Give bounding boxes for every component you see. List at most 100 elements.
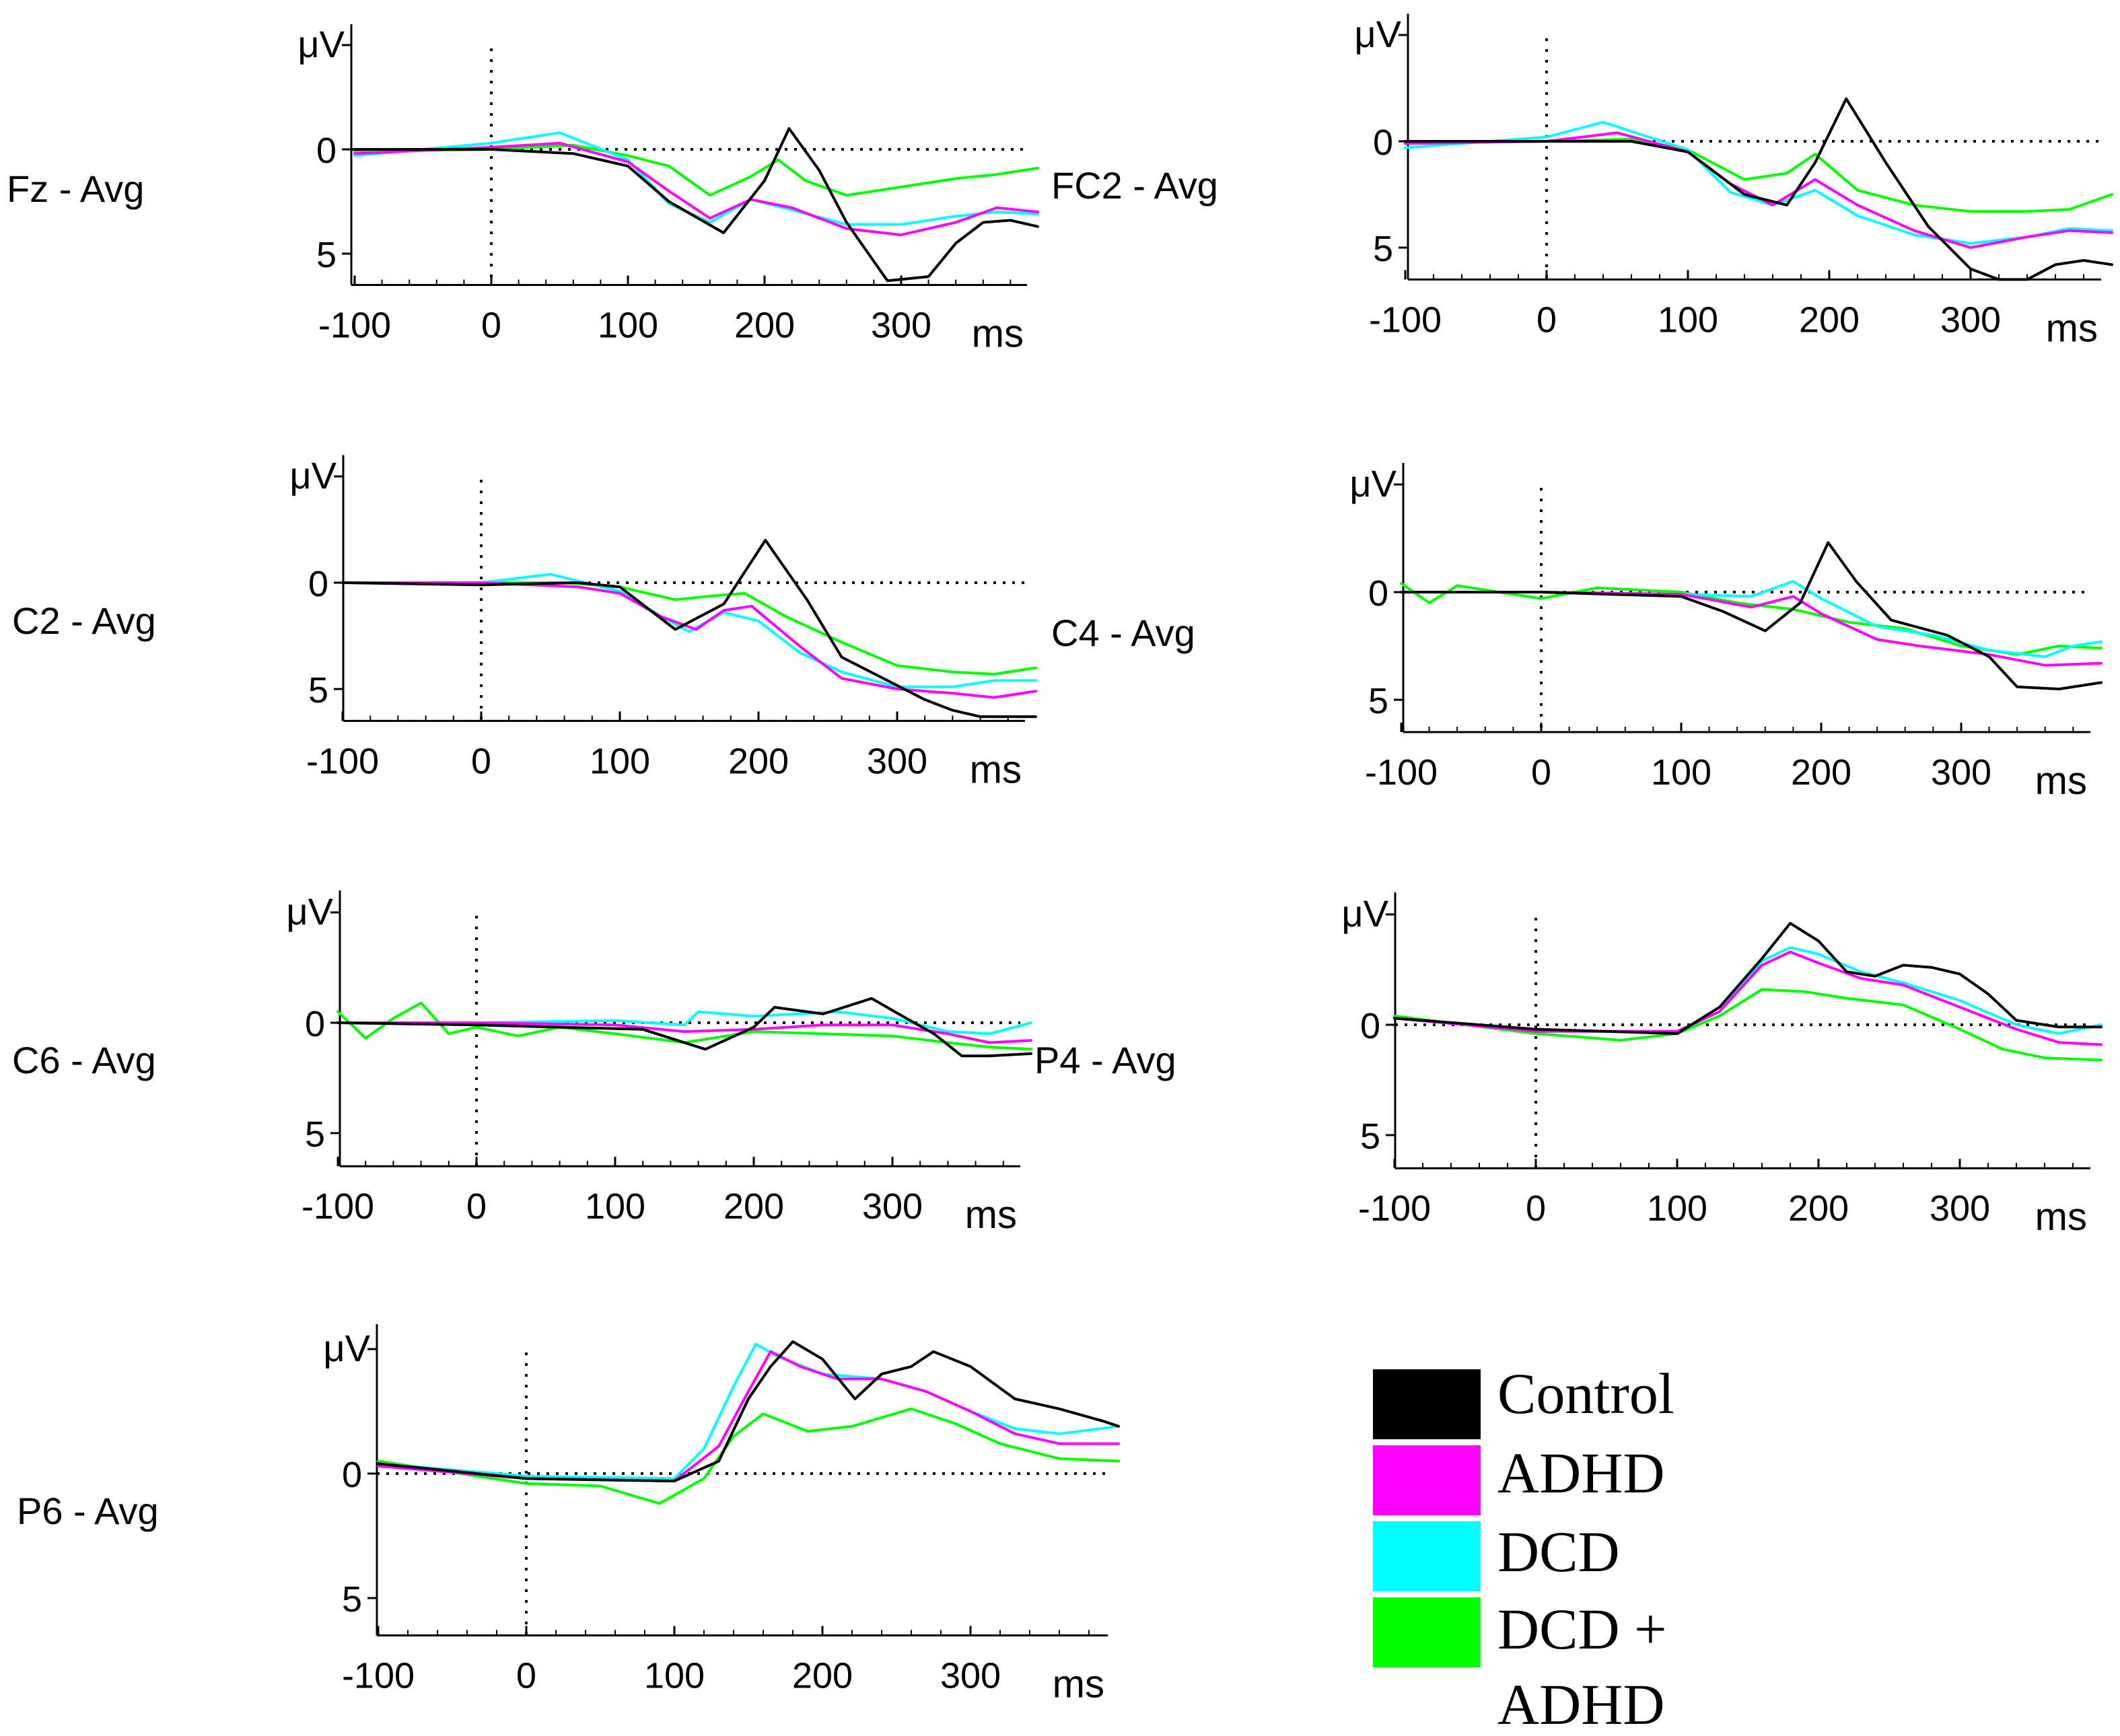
- erp-panels: Fz - Avg μV 0 5 -100 0 100 200 300 ms FC2 - Avg μV 0…: [7, 13, 2113, 1706]
- c6-series-control: [337, 997, 1032, 1058]
- c2-x-tick-label: 200: [728, 741, 789, 781]
- fc2-series-control: [1404, 97, 2113, 281]
- legend-swatch-dcd-adhd: [1373, 1597, 1481, 1667]
- panel-c4: C4 - Avg μV 0 5 -100 0 100 200 300 ms: [1051, 462, 2103, 803]
- c4-y-axis-label: μV: [1349, 462, 1397, 505]
- panel-fc2: FC2 - Avg μV 0 5 -100 0 100 200 300 ms: [1051, 13, 2113, 350]
- fz-x-tick-label: 0: [481, 305, 501, 346]
- c4-x-tick-label: 0: [1531, 752, 1551, 793]
- c2-y-tick-label: 0: [308, 564, 328, 604]
- p6-x-axis-label: ms: [1053, 1663, 1104, 1706]
- panel-p4: P4 - Avg μV 0 5 -100 0 100 200 300 ms: [1034, 892, 2103, 1239]
- c6-series-dcd-adhd: [337, 1001, 1032, 1051]
- c4-series-control: [1400, 541, 2103, 690]
- legend-swatch-control: [1373, 1369, 1481, 1439]
- c4-x-tick-label: 300: [1931, 752, 1991, 793]
- p4-y-axis-label: μV: [1341, 892, 1388, 935]
- c4-x-tick-label: 100: [1651, 752, 1711, 793]
- fz-series-control: [353, 127, 1039, 283]
- fc2-x-tick-label: -100: [1369, 299, 1442, 340]
- c2-x-tick-label: 300: [867, 741, 927, 781]
- c6-series-dcd: [337, 1010, 1032, 1036]
- c6-panel-title: C6 - Avg: [12, 1039, 156, 1081]
- p6-x-tick-label: -100: [342, 1656, 415, 1696]
- c6-y-tick-label: 0: [305, 1004, 325, 1044]
- p4-x-tick-label: 200: [1788, 1188, 1849, 1229]
- p6-series-dcd-adhd: [377, 1407, 1120, 1505]
- fc2-y-tick-label: 0: [1373, 122, 1393, 163]
- c6-x-tick-label: 300: [862, 1186, 923, 1227]
- fz-x-tick-label: 300: [871, 305, 931, 346]
- fz-x-axis-label: ms: [972, 312, 1024, 356]
- p6-series-dcd: [377, 1342, 1120, 1480]
- fc2-panel-title: FC2 - Avg: [1051, 164, 1218, 207]
- c6-y-axis-label: μV: [286, 890, 333, 933]
- p4-x-axis-label: ms: [2035, 1195, 2087, 1239]
- p6-x-tick-label: 0: [516, 1656, 536, 1696]
- c2-x-axis-label: ms: [970, 748, 1022, 791]
- fc2-series-adhd: [1404, 131, 2113, 249]
- fz-y-tick-label: 5: [316, 235, 337, 275]
- legend-label-adhd: ADHD: [1497, 1441, 1664, 1505]
- c6-x-tick-label: 200: [723, 1186, 784, 1227]
- legend-swatch-dcd: [1373, 1521, 1481, 1591]
- fc2-x-tick-label: 100: [1658, 299, 1718, 340]
- panel-p6: P6 - Avg μV 0 5 -100 0 100 200 300 ms: [17, 1324, 1120, 1706]
- p4-x-tick-label: 0: [1526, 1188, 1546, 1229]
- p4-y-tick-label: 5: [1360, 1116, 1380, 1157]
- p6-x-tick-label: 200: [792, 1656, 853, 1696]
- c2-series-dcd-adhd: [341, 581, 1037, 676]
- c2-series-control: [341, 538, 1037, 719]
- fz-series-adhd: [353, 141, 1039, 237]
- c2-y-axis-label: μV: [289, 454, 337, 497]
- fz-x-tick-label: -100: [318, 305, 391, 346]
- fz-y-axis-label: μV: [297, 23, 345, 65]
- c4-panel-title: C4 - Avg: [1051, 612, 1195, 654]
- c4-series-dcd-adhd: [1400, 582, 2103, 656]
- c6-x-axis-label: ms: [965, 1193, 1017, 1237]
- fc2-x-tick-label: 200: [1799, 299, 1860, 340]
- p6-x-tick-label: 300: [940, 1656, 1001, 1696]
- c6-series-adhd: [337, 1021, 1032, 1044]
- c2-panel-title: C2 - Avg: [12, 600, 156, 642]
- panel-c2: C2 - Avg μV 0 5 -100 0 100 200 300 ms: [12, 454, 1037, 791]
- c2-x-tick-label: 100: [590, 741, 650, 781]
- p6-y-tick-label: 5: [342, 1579, 362, 1620]
- p6-panel-title: P6 - Avg: [17, 1490, 159, 1532]
- c4-series-adhd: [1400, 591, 2103, 667]
- p6-series-adhd: [377, 1350, 1120, 1483]
- p6-y-axis-label: μV: [323, 1327, 370, 1369]
- panel-fz: Fz - Avg μV 0 5 -100 0 100 200 300 ms: [7, 23, 1039, 356]
- c6-y-tick-label: 5: [305, 1114, 325, 1155]
- p4-y-tick-label: 0: [1360, 1006, 1380, 1046]
- c2-x-tick-label: -100: [306, 741, 379, 781]
- c6-x-tick-label: -100: [302, 1186, 374, 1227]
- fc2-series-dcd-adhd: [1404, 137, 2113, 213]
- c6-x-tick-label: 100: [585, 1186, 645, 1227]
- fc2-y-axis-label: μV: [1354, 13, 1401, 55]
- c2-series-adhd: [341, 581, 1037, 699]
- fz-panel-title: Fz - Avg: [7, 168, 144, 210]
- fc2-x-tick-label: 0: [1536, 299, 1557, 340]
- fz-series-dcd-adhd: [353, 143, 1039, 197]
- c2-y-tick-label: 5: [308, 670, 328, 711]
- fc2-x-tick-label: 300: [1940, 299, 2001, 340]
- p6-y-tick-label: 0: [342, 1455, 362, 1495]
- panel-c6: C6 - Avg μV 0 5 -100 0 100 200 300 ms: [12, 890, 1032, 1237]
- legend-swatch-adhd: [1373, 1445, 1481, 1515]
- p4-series-control: [1393, 922, 2103, 1036]
- c4-x-tick-label: 200: [1791, 752, 1851, 793]
- c4-x-axis-label: ms: [2035, 759, 2087, 803]
- legend-label-control: Control: [1497, 1361, 1674, 1426]
- c4-y-tick-label: 5: [1368, 681, 1388, 721]
- c4-y-tick-label: 0: [1368, 573, 1388, 614]
- fc2-x-axis-label: ms: [2046, 306, 2098, 350]
- legend-label-dcd: DCD: [1497, 1519, 1620, 1584]
- fz-x-tick-label: 200: [734, 305, 795, 346]
- p4-series-dcd-adhd: [1393, 988, 2103, 1062]
- legend-label-dcd-adhd-line2: ADHD: [1497, 1672, 1664, 1736]
- legend: Control ADHD DCD DCD + ADHD: [1373, 1361, 1674, 1736]
- fc2-y-tick-label: 5: [1373, 229, 1393, 269]
- fz-y-tick-label: 0: [316, 131, 337, 171]
